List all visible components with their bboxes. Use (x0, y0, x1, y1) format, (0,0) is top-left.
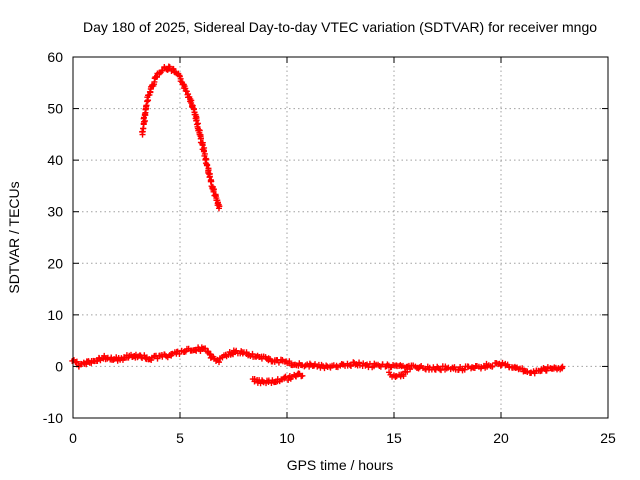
y-tick-label: 10 (47, 307, 63, 323)
plot-frame (72, 56, 609, 419)
series-low-band (249, 370, 306, 387)
x-tick-label: 25 (600, 430, 616, 446)
y-axis-label: SDTVAR / TECUs (6, 181, 22, 293)
data-point (101, 352, 108, 359)
axis-ticks: 0 5 10 15 20 25 -10 0 10 20 30 40 50 60 (43, 49, 616, 446)
data-point (286, 358, 293, 365)
data-point (559, 363, 566, 370)
x-tick-label: 5 (176, 430, 184, 446)
data-point (489, 363, 496, 370)
data-point (404, 368, 411, 375)
data-point (558, 364, 565, 371)
x-axis-label: GPS time / hours (287, 457, 394, 473)
data-point (543, 367, 550, 374)
data-point (356, 359, 363, 366)
chart-title: Day 180 of 2025, Sidereal Day-to-day VTE… (83, 19, 597, 35)
x-tick-label: 20 (493, 430, 509, 446)
x-tick-label: 15 (386, 430, 402, 446)
y-tick-label: 60 (47, 49, 63, 65)
y-tick-label: 30 (47, 204, 63, 220)
data-point (478, 364, 485, 371)
data-point (436, 366, 443, 373)
x-tick-label: 0 (69, 430, 77, 446)
data-point (347, 362, 354, 369)
series-main-band (69, 344, 566, 377)
series-dip-near-15h (386, 368, 411, 380)
data-point (215, 205, 222, 212)
data-point (166, 64, 173, 71)
y-tick-label: 0 (55, 358, 63, 374)
data-series (69, 63, 566, 387)
series-high-arc (139, 63, 223, 212)
x-tick-label: 10 (279, 430, 295, 446)
data-point (299, 372, 306, 379)
data-point (204, 162, 211, 169)
y-tick-label: 50 (47, 101, 63, 117)
data-point (207, 178, 214, 185)
y-tick-label: 20 (47, 255, 63, 271)
data-point (347, 362, 354, 369)
data-point (216, 359, 223, 366)
data-point (400, 373, 407, 380)
data-point (259, 378, 266, 385)
y-tick-label: -10 (43, 410, 63, 426)
data-point (189, 102, 196, 109)
y-tick-label: 40 (47, 152, 63, 168)
data-point (142, 117, 149, 124)
data-point (170, 66, 177, 73)
data-point (176, 350, 183, 357)
data-point (461, 366, 468, 373)
